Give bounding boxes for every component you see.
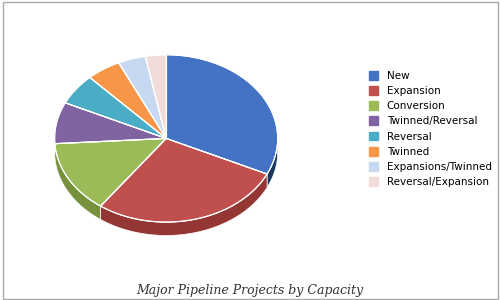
Polygon shape xyxy=(100,174,267,236)
Polygon shape xyxy=(166,55,278,174)
Text: Major Pipeline Projects by Capacity: Major Pipeline Projects by Capacity xyxy=(136,284,364,297)
Polygon shape xyxy=(65,77,166,138)
Polygon shape xyxy=(146,55,166,138)
Polygon shape xyxy=(90,63,166,138)
Polygon shape xyxy=(267,141,278,188)
Polygon shape xyxy=(55,144,100,220)
Polygon shape xyxy=(55,138,166,206)
Polygon shape xyxy=(100,138,267,222)
Legend: New, Expansion, Conversion, Twinned/Reversal, Reversal, Twinned, Expansions/Twin: New, Expansion, Conversion, Twinned/Reve… xyxy=(366,68,495,190)
Polygon shape xyxy=(54,103,166,144)
Ellipse shape xyxy=(54,68,278,236)
Polygon shape xyxy=(118,56,166,138)
